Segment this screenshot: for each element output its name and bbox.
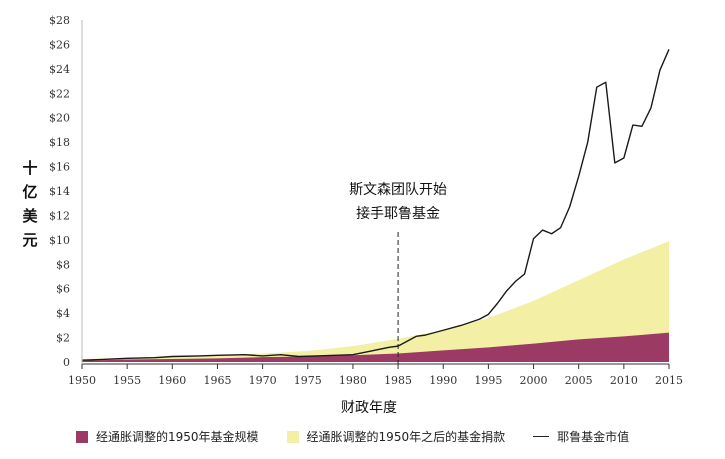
y-tick-label: $10: [49, 234, 70, 247]
legend-label-gifts: 经通胀调整的1950年之后的基金捐款: [306, 430, 506, 444]
x-tick-label: 1950: [68, 374, 96, 387]
x-tick-label: 1960: [158, 374, 186, 387]
legend-swatch-base: [76, 430, 88, 443]
legend-item-base: 经通胀调整的1950年基金规模: [76, 428, 259, 445]
y-axis-title-char: 美: [22, 207, 38, 225]
y-tick-label: $2: [56, 332, 70, 345]
y-tick-label: $6: [56, 283, 70, 296]
x-tick-label: 2005: [565, 374, 593, 387]
y-tick-label: $26: [49, 38, 70, 51]
y-tick-label: $18: [49, 136, 70, 149]
legend-swatch-gifts: [286, 430, 299, 443]
legend: 经通胀调整的1950年基金规模 经通胀调整的1950年之后的基金捐款 耶鲁基金市…: [76, 428, 657, 445]
y-axis-title-char: 十: [22, 159, 37, 177]
y-tick-label: $28: [49, 14, 70, 27]
annotation-text: 接手耶鲁基金: [356, 205, 440, 222]
y-axis-ticks: 0 $2 $4 $6 $8 $10 $12 $14 $16 $18 $20 $22 $24 $26 $28: [49, 14, 70, 369]
area-base-fund: [82, 332, 669, 362]
annotation-text: 斯文森团队开始: [349, 182, 447, 198]
x-tick-label: 1990: [429, 374, 457, 387]
x-tick-label: 1970: [249, 374, 277, 387]
x-tick-label: 1985: [384, 374, 412, 387]
x-tick-label: 1965: [203, 374, 231, 387]
y-axis-title-char: 元: [22, 231, 37, 249]
x-tick-label: 1995: [474, 374, 502, 387]
x-tick-label: 2015: [655, 374, 683, 387]
y-axis-title-char: 亿: [22, 183, 37, 201]
y-tick-label: $4: [56, 307, 70, 320]
legend-item-gifts: 经通胀调整的1950年之后的基金捐款: [286, 428, 506, 445]
x-axis-title: 财政年度: [341, 400, 397, 416]
legend-label-market-value: 耶鲁基金市值: [557, 430, 630, 444]
x-axis-ticks: 1950 1955 1960 1965 1970 1975 1980 1985 1990 1995…: [68, 364, 683, 387]
y-tick-label: $24: [49, 63, 70, 76]
y-tick-label: $16: [49, 161, 70, 174]
legend-item-market-value: 耶鲁基金市值: [533, 428, 629, 445]
y-tick-label: $8: [56, 258, 70, 271]
x-tick-label: 1975: [294, 374, 322, 387]
plot-lines: [81, 49, 670, 361]
area-post-1950-gifts: [82, 241, 669, 362]
line-market-value: [81, 49, 670, 361]
x-tick-label: 1980: [339, 374, 367, 387]
y-tick-label: $14: [49, 185, 70, 198]
y-tick-label: $20: [49, 112, 70, 125]
y-tick-label: $22: [49, 87, 70, 100]
x-tick-label: 2000: [520, 374, 548, 387]
y-tick-label: 0: [63, 356, 70, 369]
x-tick-label: 1955: [113, 374, 141, 387]
plot-areas: [82, 241, 669, 362]
legend-swatch-market-value: [533, 436, 550, 437]
legend-label-base: 经通胀调整的1950年基金规模: [96, 430, 259, 444]
x-tick-label: 2010: [610, 374, 638, 387]
y-tick-label: $12: [49, 209, 70, 222]
